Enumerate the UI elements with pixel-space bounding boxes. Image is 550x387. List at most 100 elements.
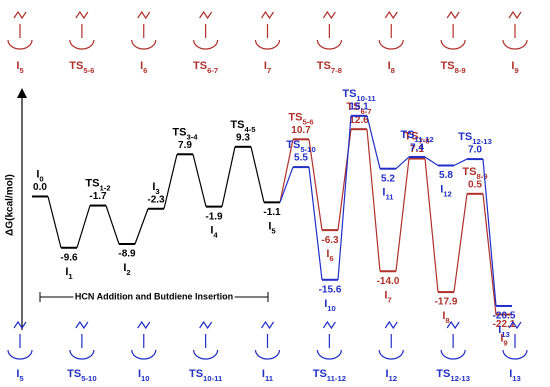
- value-label: 0.5: [468, 179, 482, 190]
- stage-label: TS5-10: [286, 139, 315, 154]
- stage-label: I9: [500, 332, 507, 347]
- label-sub: 10-11: [356, 93, 376, 102]
- label-base: TS: [458, 131, 472, 143]
- label-base: I: [16, 368, 19, 380]
- value-label: 0.0: [33, 182, 47, 193]
- bracket-label: HCN Addition and Butdiene Insertion: [75, 291, 233, 301]
- stage-label: TS4-5: [230, 119, 256, 134]
- connector: [192, 154, 207, 207]
- structure-icon: [75, 320, 89, 330]
- label-base: TS: [436, 368, 450, 380]
- structure-icon: [7, 349, 33, 360]
- stage-label: I6: [326, 248, 333, 263]
- structure-icon: [75, 10, 89, 20]
- label-sub: 3-4: [186, 132, 198, 141]
- label-sub: 8-9: [455, 66, 466, 75]
- structure-icon: [131, 39, 157, 50]
- value-label: 9.3: [236, 132, 250, 143]
- stage-label: I1: [65, 266, 73, 281]
- label-base: I: [16, 60, 19, 72]
- stage-label: TS6-7: [346, 101, 371, 116]
- value-label: 5.8: [439, 170, 453, 181]
- structure-icon: [13, 320, 27, 330]
- connector: [395, 156, 410, 170]
- connector: [366, 129, 381, 272]
- stage-label: I0: [36, 168, 43, 183]
- value-label: -8.9: [118, 249, 136, 260]
- stage-label: I13: [498, 324, 510, 339]
- label-base: TS: [317, 60, 331, 72]
- label-sub: 6: [329, 254, 333, 263]
- label-sub: 10: [141, 374, 150, 383]
- structure-icon: [316, 39, 342, 50]
- connector: [424, 156, 439, 167]
- label-sub: 1: [68, 271, 73, 280]
- stage-label: I13: [509, 368, 521, 383]
- label-base: I: [385, 368, 388, 380]
- structure-icon: [384, 10, 398, 20]
- label-sub: 10: [327, 303, 336, 312]
- stage-label: I3: [152, 181, 159, 196]
- stage-label: TS5-10: [67, 368, 96, 383]
- structure-icon: [69, 39, 95, 50]
- stage-label: TS5-6: [288, 111, 313, 126]
- connector: [134, 208, 149, 245]
- label-sub: 4-5: [244, 124, 256, 133]
- label-base: I: [268, 220, 271, 232]
- structure-icon: [316, 349, 342, 360]
- label-base: I: [326, 248, 329, 260]
- stage-label: TS7-8: [317, 60, 343, 75]
- label-sub: 5-10: [81, 374, 96, 383]
- label-base: I: [388, 60, 391, 72]
- y-axis-arrow: [17, 88, 27, 98]
- connector: [395, 158, 410, 272]
- structure-icon: [193, 39, 219, 50]
- label-sub: 6: [143, 66, 147, 75]
- connector: [453, 193, 468, 293]
- label-base: I: [382, 187, 385, 199]
- label-base: TS: [441, 60, 455, 72]
- label-sub: 5: [271, 226, 276, 235]
- structure-icon: [322, 10, 336, 20]
- label-base: TS: [189, 368, 203, 380]
- label-sub: 5-10: [300, 145, 315, 154]
- stage-label: I5: [16, 60, 24, 75]
- structure-icon: [502, 39, 528, 50]
- label-base: I: [152, 181, 155, 193]
- label-base: TS: [85, 177, 99, 189]
- stage-label: TS5-6: [69, 60, 94, 75]
- label-base: TS: [286, 139, 300, 151]
- label-sub: 12: [443, 189, 452, 198]
- label-sub: 7: [267, 66, 271, 75]
- label-sub: 5-6: [83, 66, 94, 75]
- value-label: 12.6: [349, 115, 369, 126]
- value-label: -20.5: [493, 311, 516, 322]
- value-label: 7.4: [410, 143, 424, 154]
- stage-label: TS12-13: [436, 368, 470, 383]
- stage-label: I5: [268, 220, 276, 235]
- label-sub: 6-7: [360, 107, 371, 116]
- structure-icon: [322, 320, 336, 330]
- value-label: -1.9: [205, 211, 223, 222]
- stage-label: I6: [140, 60, 147, 75]
- label-sub: 11: [265, 374, 274, 383]
- connector: [308, 139, 323, 231]
- stage-label: I4: [210, 225, 218, 240]
- value-label: 7.0: [468, 145, 482, 156]
- label-sub: 1-2: [99, 183, 110, 192]
- structure-icon: [378, 39, 404, 50]
- structure-icon: [137, 10, 151, 20]
- stage-label: I11: [262, 368, 274, 383]
- stage-label: I2: [123, 262, 130, 277]
- value-label: -9.6: [60, 252, 78, 263]
- label-sub: 12-13: [472, 137, 492, 146]
- label-sub: 2: [126, 268, 130, 277]
- label-base: I: [509, 368, 512, 380]
- connector: [279, 166, 294, 203]
- label-base: I: [500, 332, 503, 344]
- label-sub: 11-12: [414, 134, 433, 143]
- stage-label: I10: [138, 368, 150, 383]
- structure-icon: [440, 349, 466, 360]
- stage-label: TS11-12: [400, 129, 433, 144]
- structure-icon: [446, 320, 460, 330]
